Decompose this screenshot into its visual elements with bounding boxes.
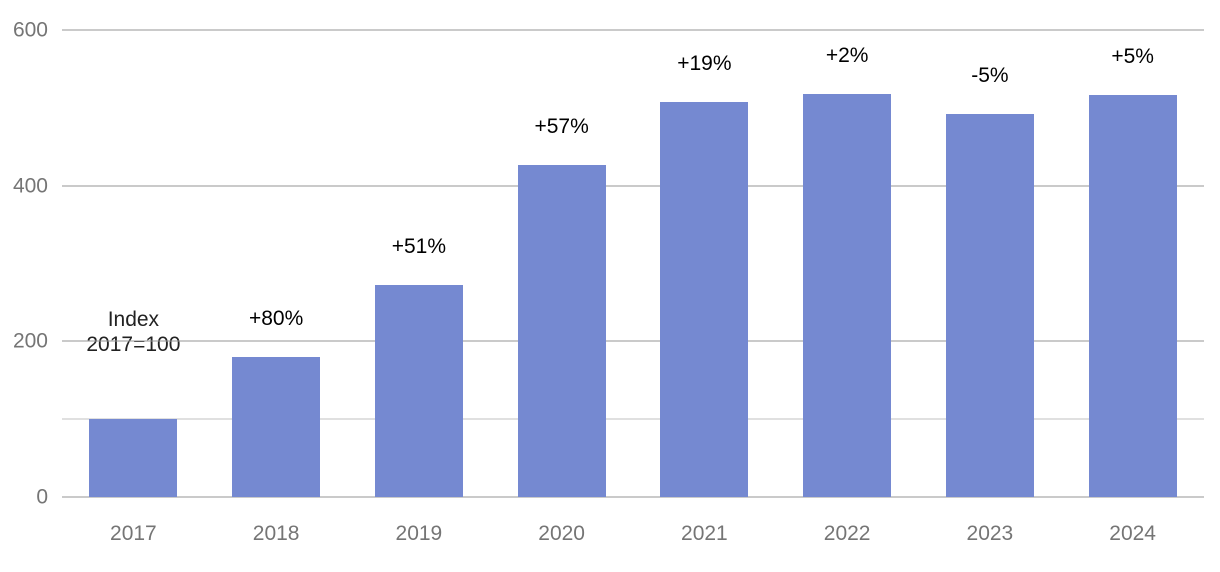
x-tick-label-2021: 2021 <box>681 522 728 545</box>
x-tick-label-2022: 2022 <box>823 522 871 545</box>
bar-2023 <box>945 114 1034 497</box>
bar-2021 <box>660 101 749 497</box>
bar-2022 <box>803 93 892 497</box>
bar-value-label-2023: -5% <box>971 64 1009 88</box>
x-tick-label-2024: 2024 <box>1109 522 1156 545</box>
y-tick-label-200: 200 <box>12 329 48 353</box>
y-tick-label-400: 400 <box>12 174 48 198</box>
x-tick-label-2018: 2018 <box>252 522 300 545</box>
gridline-400 <box>62 185 1204 187</box>
gridline-200 <box>62 340 1204 342</box>
bar-2018 <box>232 356 321 497</box>
x-tick-label-2019: 2019 <box>395 522 443 545</box>
bar-2020 <box>517 164 606 497</box>
index-annotation-line2: 2017=100 <box>86 332 181 356</box>
gridline-100 <box>62 418 1204 420</box>
bar-value-label-2021: +19% <box>677 51 732 75</box>
bar-2024 <box>1088 94 1177 497</box>
bar-value-label-2022: +2% <box>825 43 869 67</box>
y-tick-label-600: 600 <box>12 18 48 42</box>
bar-value-label-2018: +80% <box>248 306 304 330</box>
x-tick-label-2023: 2023 <box>966 522 1014 545</box>
bar-2019 <box>374 285 463 497</box>
index-annotation: Index 2017=100 <box>86 307 180 357</box>
bar-value-label-2019: +51% <box>391 235 447 259</box>
bar-value-label-2020: +57% <box>534 114 589 138</box>
plot-area: Index 2017=100 0 200 400 600 2017 +80% 2018 +51… <box>13 20 1204 545</box>
x-tick-label-2017: 2017 <box>110 522 157 545</box>
gridline-600 <box>62 29 1204 31</box>
y-tick-label-0: 0 <box>36 485 48 509</box>
bar-2017 <box>89 419 178 497</box>
index-annotation-line1: Index <box>107 307 160 331</box>
x-tick-label-2020: 2020 <box>538 522 585 545</box>
bar-value-label-2024: +5% <box>1111 44 1154 68</box>
gridline-0 <box>62 496 1204 498</box>
